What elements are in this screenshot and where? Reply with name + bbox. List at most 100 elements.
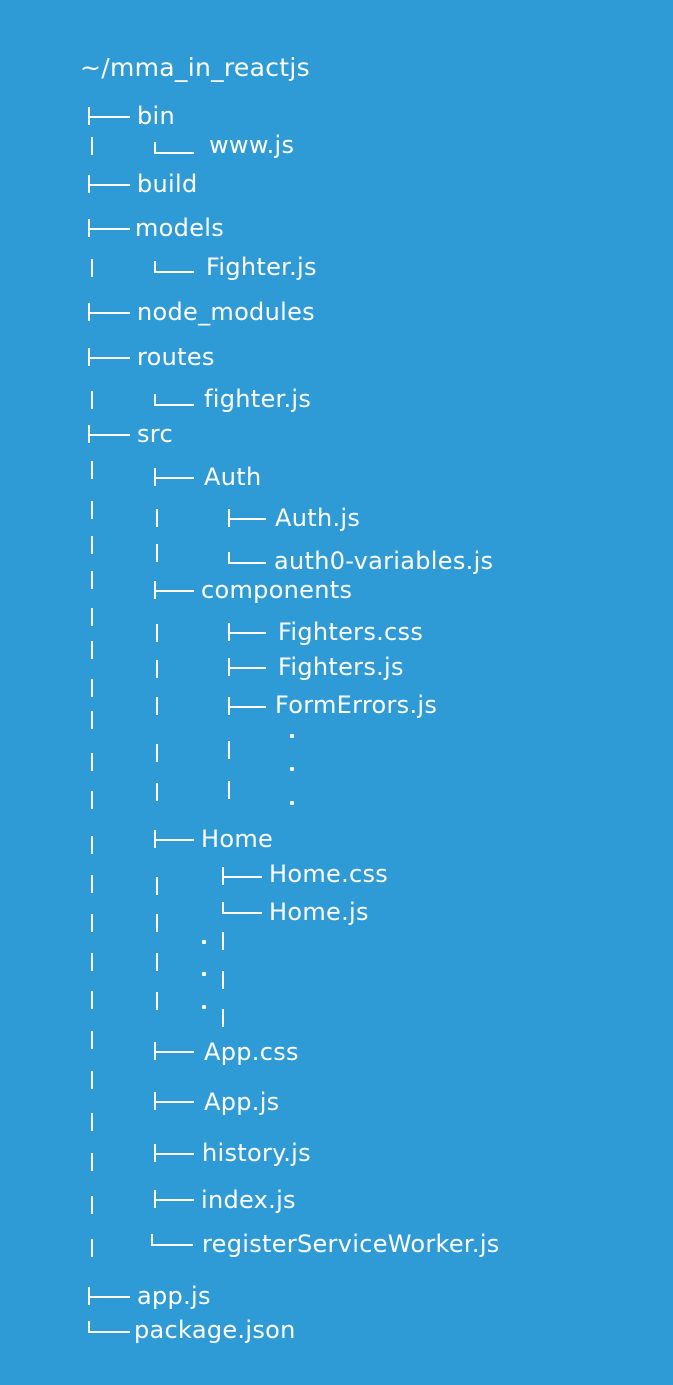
tree-item-auth-folder: Auth: [204, 463, 262, 491]
tree-vertical-guide: [222, 932, 224, 950]
tree-end-connector: [151, 1234, 153, 1245]
tree-vertical-guide: [91, 391, 93, 409]
tree-item-app-root-js: app.js: [137, 1282, 211, 1310]
tree-vertical-guide: [91, 1153, 93, 1171]
tree-vertical-guide: [91, 1113, 93, 1131]
tree-end-connector: [222, 902, 224, 913]
tree-end-connector: [88, 1321, 90, 1332]
tree-item-src: src: [137, 420, 173, 448]
tree-branch-connector: [154, 1153, 194, 1155]
tree-branch-connector: [222, 876, 262, 878]
tree-item-home-css: Home.css: [269, 860, 389, 888]
tree-item-models: models: [135, 214, 225, 242]
tree-vertical-guide: [91, 991, 93, 1009]
tree-item-app-js: App.js: [204, 1088, 280, 1116]
tree-vertical-guide: [91, 953, 93, 971]
tree-branch-connector: [154, 1101, 194, 1103]
tree-branch-connector: [88, 312, 130, 314]
tree-item-fighters-js: Fighters.js: [278, 653, 404, 681]
tree-item-build: build: [137, 170, 198, 198]
tree-vertical-guide: [228, 781, 230, 799]
tree-branch-connector: [88, 116, 130, 118]
tree-vertical-guide: [222, 971, 224, 989]
tree-vertical-guide: [91, 1031, 93, 1049]
tree-vertical-guide: [91, 875, 93, 893]
tree-vertical-guide: [156, 992, 158, 1010]
tree-end-connector: [228, 562, 266, 564]
tree-end-connector: [222, 912, 262, 914]
tree-vertical-guide: [91, 1239, 93, 1257]
tree-vertical-guide: [91, 914, 93, 932]
tree-item-package-json: package.json: [134, 1316, 296, 1344]
tree-vertical-guide: [91, 1071, 93, 1089]
tree-item-fighters-css: Fighters.css: [278, 618, 424, 646]
tree-item-history-js: history.js: [202, 1139, 311, 1167]
tree-vertical-guide: [156, 877, 158, 895]
tree-branch-connector: [154, 590, 194, 592]
tree-vertical-guide: [91, 791, 93, 809]
tree-end-connector: [151, 1244, 193, 1246]
tree-end-connector: [228, 552, 230, 563]
tree-item-routes: routes: [137, 343, 215, 371]
tree-vertical-guide: [228, 741, 230, 759]
tree-vertical-guide: [156, 744, 158, 762]
tree-item-auth0-variables: auth0-variables.js: [274, 547, 494, 575]
tree-item-components: components: [201, 576, 353, 604]
tree-vertical-guide: [156, 660, 158, 678]
tree-item-home-folder: Home: [201, 825, 274, 853]
tree-branch-connector: [154, 839, 194, 841]
tree-vertical-guide: [91, 259, 93, 277]
tree-item-fighter-model: Fighter.js: [206, 253, 317, 281]
tree-vertical-guide: [156, 783, 158, 801]
tree-item-home-js: Home.js: [269, 898, 369, 926]
tree-vertical-guide: [91, 679, 93, 697]
tree-vertical-guide: [222, 1009, 224, 1027]
tree-vertical-guide: [91, 608, 93, 626]
tree-end-connector: [154, 261, 156, 272]
tree-branch-connector: [88, 434, 130, 436]
tree-vertical-guide: [156, 914, 158, 932]
tree-end-connector: [154, 152, 194, 154]
tree-item-form-errors: FormErrors.js: [275, 691, 438, 719]
tree-item-fighter-route: fighter.js: [204, 385, 312, 413]
tree-vertical-guide: [91, 711, 93, 729]
tree-vertical-guide: [156, 953, 158, 971]
tree-branch-connector: [88, 357, 130, 359]
ellipsis-dot: [290, 801, 294, 805]
tree-item-auth-js: Auth.js: [275, 504, 361, 532]
tree-root-label: ~/mma_in_reactjs: [80, 53, 310, 82]
tree-end-connector: [88, 1331, 130, 1333]
tree-vertical-guide: [156, 544, 158, 562]
tree-vertical-guide: [91, 836, 93, 854]
ellipsis-dot: [290, 767, 294, 771]
ellipsis-dot: [202, 972, 206, 976]
tree-vertical-guide: [91, 1196, 93, 1214]
tree-vertical-guide: [156, 697, 158, 715]
tree-vertical-guide: [156, 509, 158, 527]
tree-branch-connector: [228, 518, 266, 520]
tree-vertical-guide: [91, 137, 93, 155]
tree-item-index-js: index.js: [201, 1186, 296, 1214]
tree-item-register-sw: registerServiceWorker.js: [202, 1230, 500, 1258]
tree-vertical-guide: [91, 571, 93, 589]
tree-item-app-css: App.css: [204, 1038, 299, 1066]
tree-vertical-guide: [156, 624, 158, 642]
tree-branch-connector: [88, 228, 130, 230]
tree-end-connector: [154, 404, 194, 406]
tree-vertical-guide: [91, 536, 93, 554]
ellipsis-dot: [202, 940, 206, 944]
tree-vertical-guide: [91, 641, 93, 659]
tree-branch-connector: [228, 667, 266, 669]
tree-item-bin: bin: [137, 102, 176, 130]
ellipsis-dot: [202, 1005, 206, 1009]
tree-branch-connector: [88, 1296, 130, 1298]
tree-item-www-js: www.js: [209, 131, 295, 159]
tree-end-connector: [154, 271, 194, 273]
tree-vertical-guide: [91, 753, 93, 771]
ellipsis-dot: [290, 734, 294, 738]
tree-branch-connector: [154, 477, 194, 479]
tree-vertical-guide: [91, 461, 93, 479]
tree-branch-connector: [228, 632, 266, 634]
tree-end-connector: [154, 142, 156, 153]
